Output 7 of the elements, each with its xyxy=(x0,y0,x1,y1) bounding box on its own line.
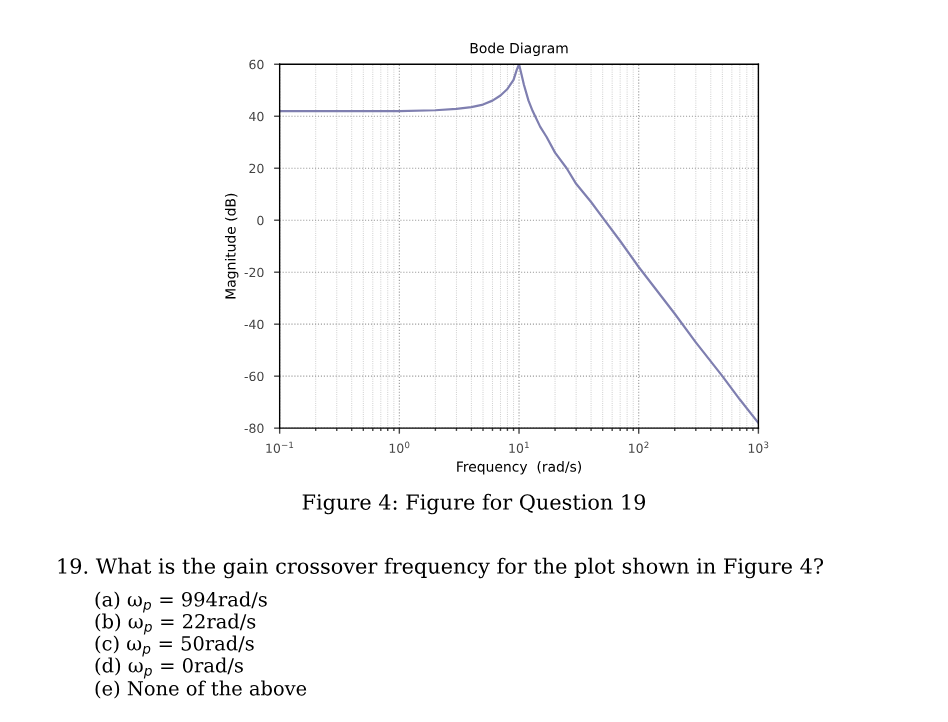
text: (b) ω$_{p}$ = 22rad/s xyxy=(95,613,256,635)
text: (a) ω$_{p}$ = 994rad/s xyxy=(95,591,267,613)
text: (d) ω$_{p}$ = 0rad/s xyxy=(95,657,243,679)
text: 19. What is the gain crossover frequency for the plot shown in Figure 4? xyxy=(58,557,824,579)
caption: Figure 4: Figure for Question 19 xyxy=(302,493,646,515)
text: (c) ω$_{p}$ = 50rad/s xyxy=(95,635,254,657)
text: (e) None of the above xyxy=(95,680,307,699)
